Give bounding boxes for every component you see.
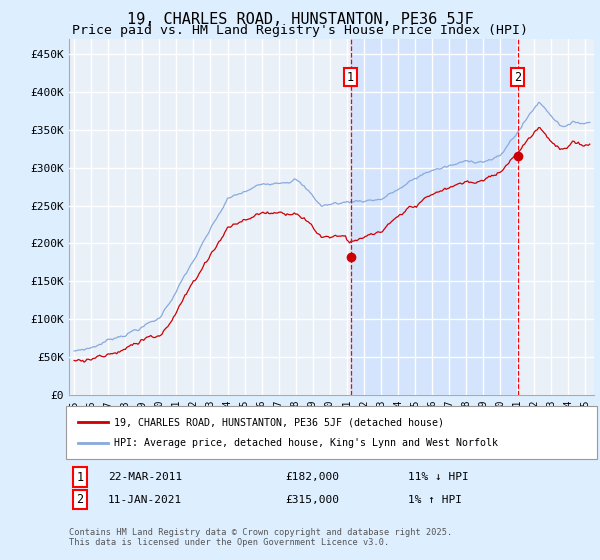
Text: 2: 2 bbox=[76, 493, 83, 506]
Text: 1: 1 bbox=[76, 470, 83, 484]
Text: 2: 2 bbox=[514, 71, 521, 83]
Text: 22-MAR-2011: 22-MAR-2011 bbox=[108, 472, 182, 482]
Text: 19, CHARLES ROAD, HUNSTANTON, PE36 5JF (detached house): 19, CHARLES ROAD, HUNSTANTON, PE36 5JF (… bbox=[114, 417, 444, 427]
Text: HPI: Average price, detached house, King's Lynn and West Norfolk: HPI: Average price, detached house, King… bbox=[114, 438, 498, 448]
Text: 1% ↑ HPI: 1% ↑ HPI bbox=[408, 494, 462, 505]
Text: 1: 1 bbox=[347, 71, 354, 83]
Text: £315,000: £315,000 bbox=[285, 494, 339, 505]
Text: Price paid vs. HM Land Registry's House Price Index (HPI): Price paid vs. HM Land Registry's House … bbox=[72, 24, 528, 37]
Text: 19, CHARLES ROAD, HUNSTANTON, PE36 5JF: 19, CHARLES ROAD, HUNSTANTON, PE36 5JF bbox=[127, 12, 473, 27]
Text: Contains HM Land Registry data © Crown copyright and database right 2025.
This d: Contains HM Land Registry data © Crown c… bbox=[69, 528, 452, 547]
Text: £182,000: £182,000 bbox=[285, 472, 339, 482]
Text: 11% ↓ HPI: 11% ↓ HPI bbox=[408, 472, 469, 482]
Text: 11-JAN-2021: 11-JAN-2021 bbox=[108, 494, 182, 505]
Bar bbox=[350, 39, 518, 395]
